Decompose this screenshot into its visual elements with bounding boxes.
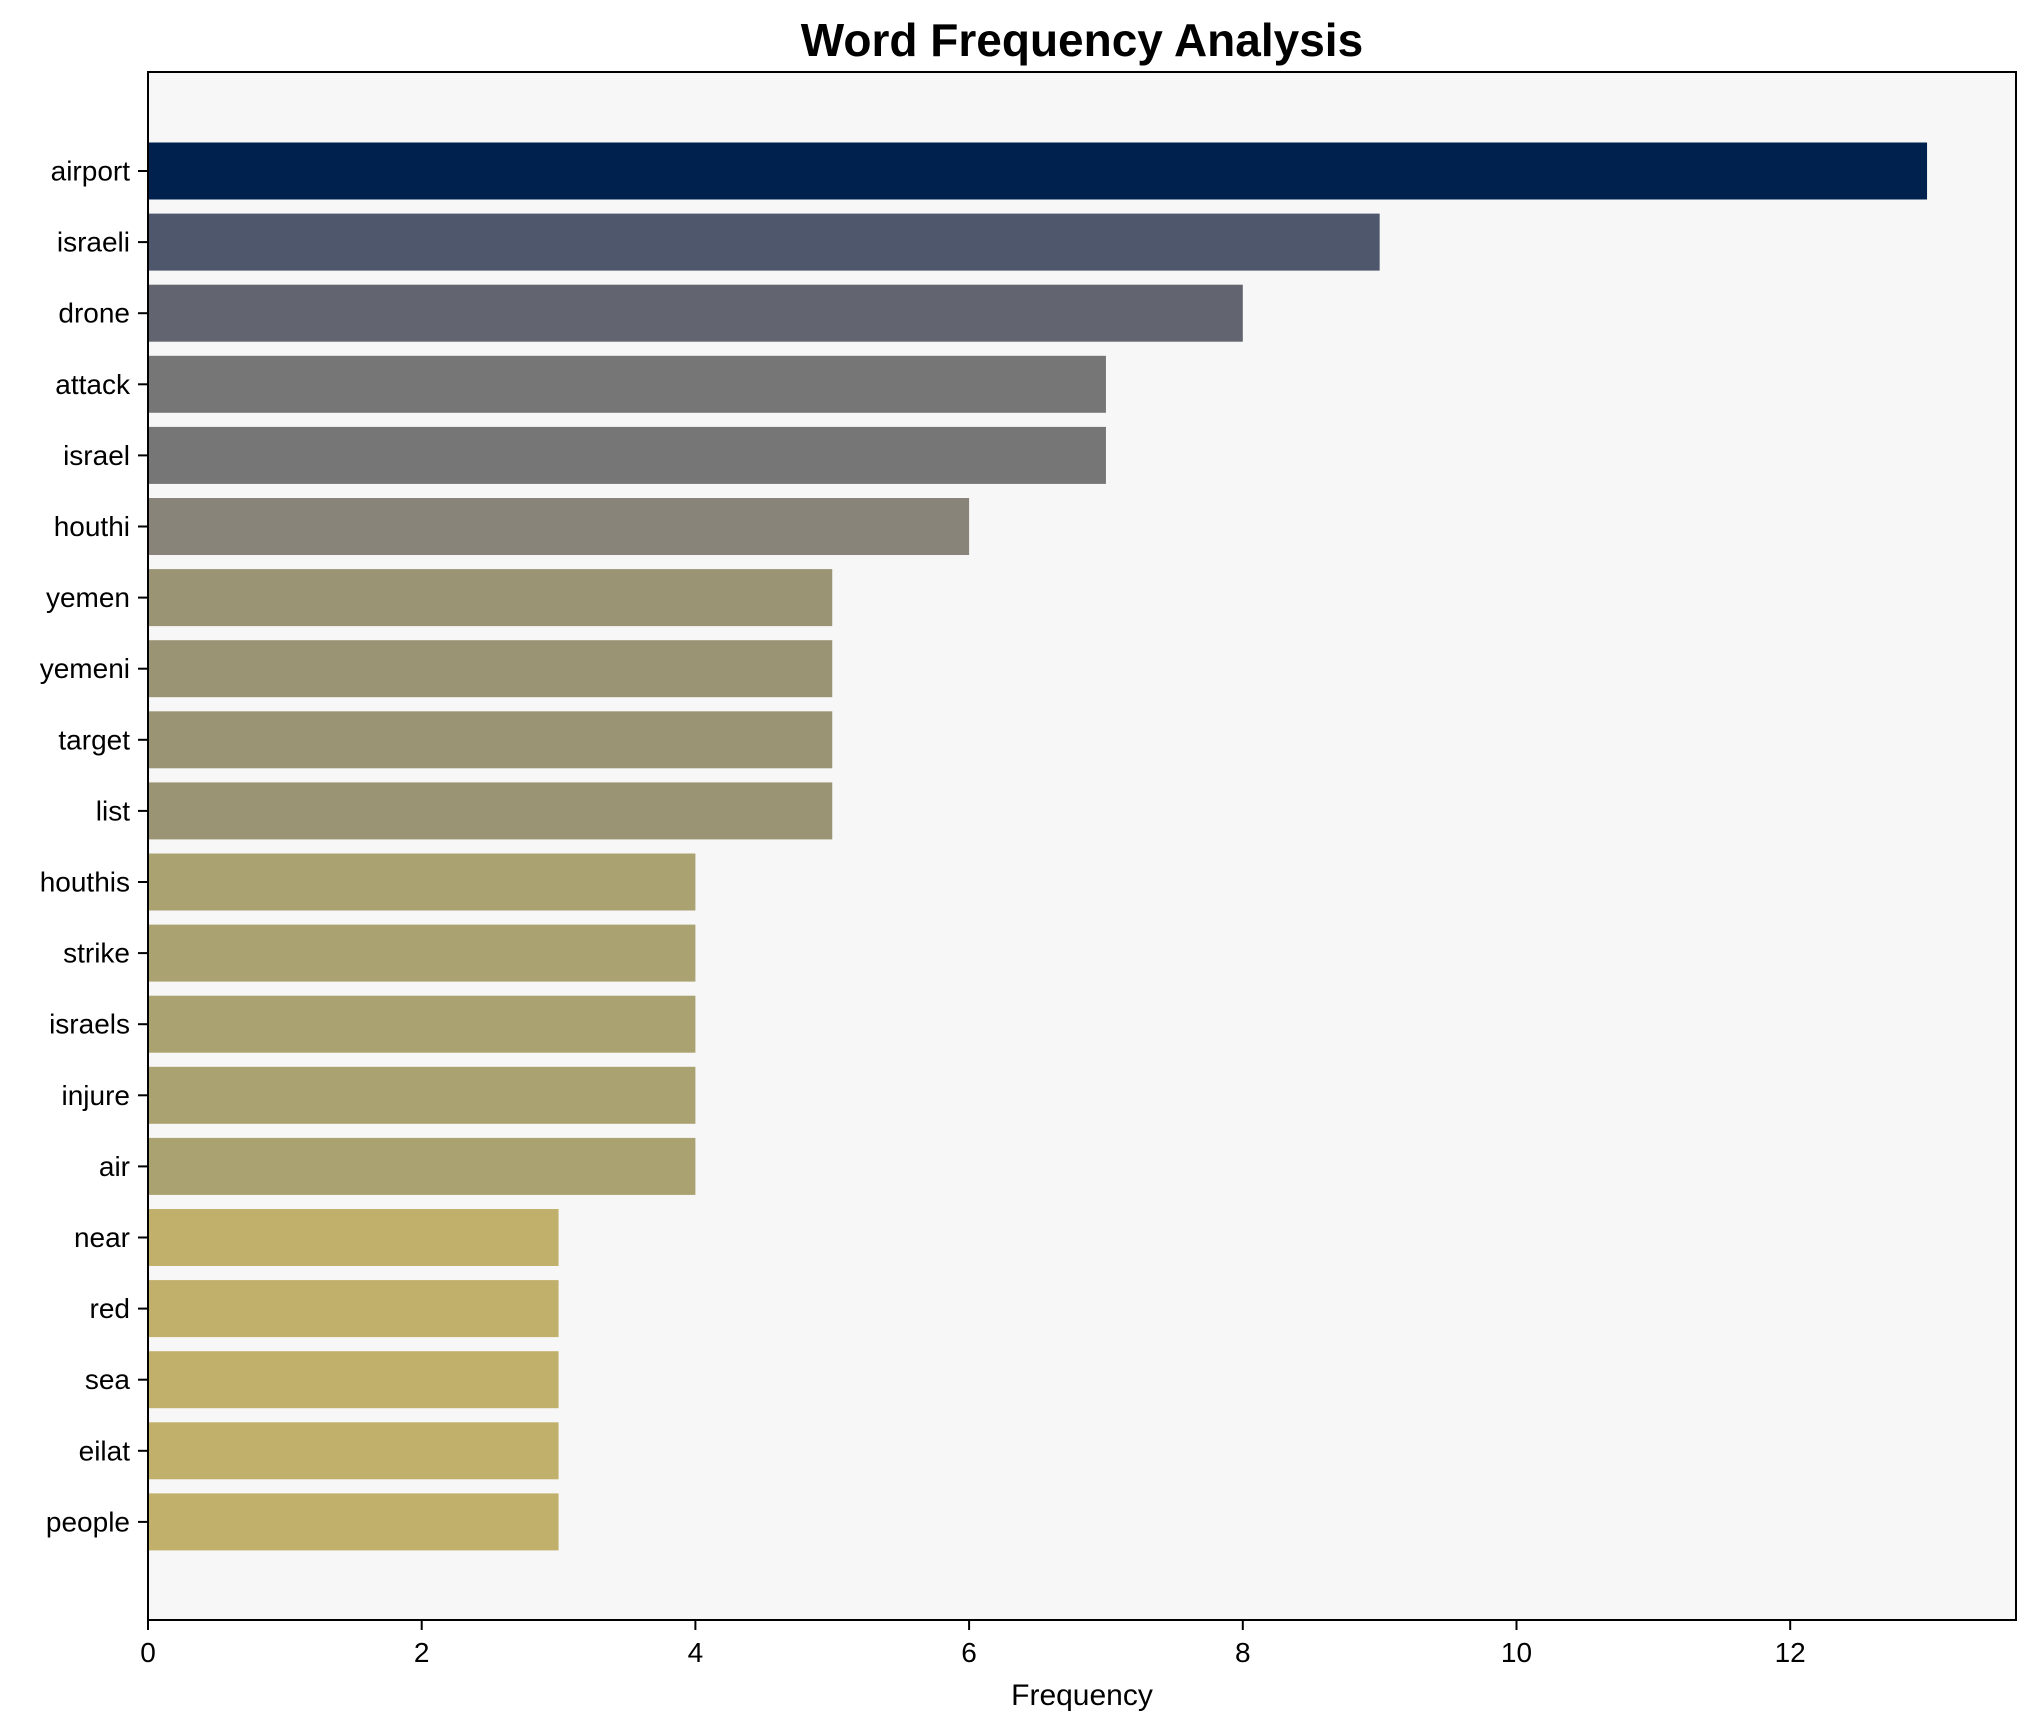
- y-tick-label: houthi: [54, 511, 130, 542]
- y-tick-label: sea: [85, 1364, 131, 1395]
- y-tick-label: israel: [63, 440, 130, 471]
- bar-israel: [148, 426, 1106, 484]
- bar-strike: [148, 924, 696, 982]
- x-tick-label: 12: [1775, 1637, 1806, 1668]
- y-tick-label: target: [58, 724, 130, 755]
- bar-sea: [148, 1351, 559, 1409]
- y-axis-ticks: airport israeli drone attack israel houthi yem…: [40, 156, 148, 1537]
- y-tick-label: eilat: [79, 1435, 131, 1466]
- y-tick-label: red: [90, 1293, 130, 1324]
- plot-frame: [147, 71, 2017, 1621]
- chart-title: Word Frequency Analysis: [801, 14, 1363, 66]
- bars-group: [148, 142, 1928, 1551]
- bar-people: [148, 1493, 559, 1551]
- bar-list: [148, 782, 833, 840]
- y-tick-label: israels: [49, 1009, 130, 1040]
- y-tick-label: israeli: [57, 227, 130, 258]
- y-tick-label: attack: [55, 369, 131, 400]
- bar-drone: [148, 284, 1243, 342]
- bar-injure: [148, 1066, 696, 1124]
- bar-yemen: [148, 569, 833, 627]
- x-tick-label: 2: [414, 1637, 430, 1668]
- x-axis-ticks: 0 2 4 6 8 10 12: [140, 1620, 1806, 1668]
- x-tick-label: 8: [1235, 1637, 1251, 1668]
- y-tick-label: houthis: [40, 867, 130, 898]
- bar-yemeni: [148, 640, 833, 698]
- x-tick-label: 6: [961, 1637, 977, 1668]
- bar-eilat: [148, 1422, 559, 1480]
- bar-israels: [148, 995, 696, 1053]
- x-tick-label: 10: [1501, 1637, 1532, 1668]
- x-axis-label: Frequency: [1011, 1679, 1153, 1712]
- y-tick-label: list: [96, 795, 130, 826]
- bar-air: [148, 1137, 696, 1195]
- bar-airport: [148, 142, 1928, 200]
- bar-israeli: [148, 213, 1380, 271]
- y-tick-label: strike: [63, 938, 130, 969]
- y-tick-label: air: [99, 1151, 130, 1182]
- bar-attack: [148, 355, 1106, 413]
- y-tick-label: yemeni: [40, 653, 130, 684]
- bar-target: [148, 711, 833, 769]
- bar-near: [148, 1209, 559, 1266]
- bar-houthis: [148, 853, 696, 911]
- y-tick-label: drone: [58, 298, 130, 329]
- y-tick-label: people: [46, 1506, 130, 1537]
- y-tick-label: injure: [62, 1080, 130, 1111]
- bar-houthi: [148, 498, 970, 555]
- x-tick-label: 0: [140, 1637, 156, 1668]
- y-tick-label: airport: [51, 156, 131, 187]
- y-tick-label: yemen: [46, 582, 130, 613]
- x-tick-label: 4: [688, 1637, 704, 1668]
- bar-red: [148, 1280, 559, 1338]
- y-tick-label: near: [74, 1222, 130, 1253]
